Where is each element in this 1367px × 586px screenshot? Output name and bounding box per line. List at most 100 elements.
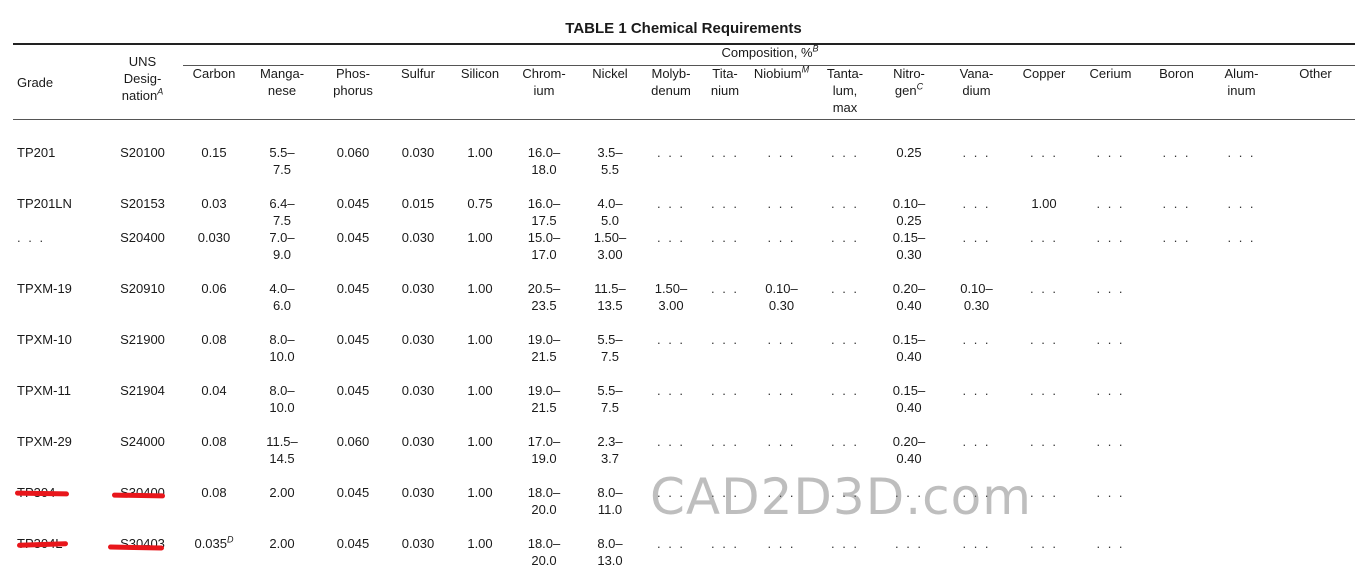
copper-cell: 1.00	[1031, 196, 1057, 211]
aluminum-cell	[1208, 382, 1275, 433]
vanadium-cell: . . .	[962, 383, 991, 398]
watermark-text: CAD2D3D.com	[650, 468, 1032, 526]
manganese-cell: 2.00	[269, 485, 295, 500]
phosphorus-cell: 0.045	[336, 485, 370, 500]
top-rule	[13, 43, 1355, 45]
phosphorus-cell: 0.045	[336, 536, 370, 551]
boron-cell	[1145, 535, 1208, 586]
vanadium-cell: . . .	[962, 434, 991, 449]
silicon-cell: 1.00	[467, 485, 493, 500]
cerium-cell: . . .	[1096, 434, 1125, 449]
tantalum-cell: . . .	[830, 434, 860, 449]
manganese-cell: 8.0– 10.0	[269, 383, 295, 415]
other-cell	[1275, 484, 1356, 535]
other-cell	[1275, 382, 1356, 433]
cerium-cell: . . .	[1096, 196, 1125, 211]
nickel-cell: 1.50– 3.00	[593, 230, 627, 262]
uns-cell: S20910	[120, 281, 165, 296]
sulfur-cell: 0.030	[401, 383, 435, 398]
silicon-cell: 1.00	[467, 281, 493, 296]
chromium-cell: 16.0– 18.0	[527, 145, 561, 177]
boron-cell	[1145, 382, 1208, 433]
grade-cell: TPXM-11	[17, 383, 71, 398]
copper-header: Copper	[1022, 66, 1066, 81]
titanium-cell: . . .	[710, 434, 740, 449]
composition-header: Composition, %B	[721, 43, 819, 60]
cerium-cell: . . .	[1096, 145, 1125, 160]
titanium-cell: . . .	[710, 230, 740, 245]
other-cell	[1275, 331, 1356, 382]
tantalum-cell: . . .	[830, 485, 860, 500]
manganese-cell: 5.5– 7.5	[269, 145, 295, 177]
other-cell	[1275, 535, 1356, 586]
manganese-cell: 6.4– 7.5	[269, 196, 295, 228]
chemical-requirements-table: Composition, %B Grade UNS Desig-nationA C…	[13, 44, 1356, 586]
carbon-cell: 0.06	[201, 281, 227, 296]
sulfur-cell: 0.030	[401, 434, 435, 449]
cerium-cell: . . .	[1096, 536, 1125, 551]
vanadium-cell: 0.10– 0.30	[960, 281, 993, 313]
vanadium-cell: . . .	[962, 485, 991, 500]
silicon-header: Silicon	[460, 66, 500, 81]
nickel-cell: 8.0– 11.0	[597, 485, 623, 517]
uns-cell: S21900	[120, 332, 165, 347]
nickel-cell: 4.0– 5.0	[597, 196, 623, 228]
titanium-cell: . . .	[710, 485, 740, 500]
table-row: TPXM-11 S21904 0.04 8.0– 10.0 0.045 0.030 1.00 1…	[13, 382, 1356, 433]
cerium-cell: . . .	[1096, 485, 1125, 500]
sulfur-cell: 0.030	[401, 536, 435, 551]
other-header: Other	[1299, 66, 1332, 81]
cerium-cell: . . .	[1096, 281, 1125, 296]
uns-cell: S20153	[120, 196, 165, 211]
table-row: TPXM-29 S24000 0.08 11.5– 14.5 0.060 0.030 1.00…	[13, 433, 1356, 484]
table-row: TP201 S20100 0.15 5.5– 7.5 0.060 0.030 1.00 16.0…	[13, 144, 1356, 195]
silicon-cell: 1.00	[467, 145, 493, 160]
aluminum-cell	[1208, 484, 1275, 535]
tantalum-cell: . . .	[830, 196, 860, 211]
vanadium-cell: . . .	[962, 196, 991, 211]
grade-header: Grade	[17, 75, 54, 90]
uns-cell: S21904	[120, 383, 165, 398]
grade-cell: . . .	[17, 230, 46, 245]
phosphorus-cell: 0.045	[336, 230, 370, 245]
manganese-header: Manga-nese	[259, 66, 305, 98]
phosphorus-cell: 0.060	[336, 434, 370, 449]
phosphorus-header: Phos-phorus	[333, 66, 373, 98]
grade-cell: TPXM-29	[17, 434, 72, 449]
niobium-cell: . . .	[767, 145, 796, 160]
vanadium-cell: . . .	[962, 536, 991, 551]
aluminum-cell	[1208, 433, 1275, 484]
nitrogen-header: Nitro-genC	[893, 66, 925, 98]
molybdenum-header: Molyb-denum	[651, 66, 691, 98]
carbon-cell: 0.04	[201, 383, 227, 398]
titanium-header: Tita-nium	[710, 66, 740, 98]
other-cell	[1275, 144, 1356, 195]
boron-cell	[1145, 484, 1208, 535]
titanium-cell: . . .	[710, 536, 740, 551]
copper-cell: . . .	[1029, 145, 1059, 160]
tantalum-cell: . . .	[830, 145, 860, 160]
boron-cell	[1145, 433, 1208, 484]
aluminum-header: Alum-inum	[1224, 66, 1259, 98]
niobium-cell: . . .	[767, 536, 796, 551]
grade-cell: TPXM-19	[17, 281, 72, 296]
copper-cell: . . .	[1029, 434, 1059, 449]
copper-cell: . . .	[1029, 230, 1059, 245]
aluminum-cell	[1208, 535, 1275, 586]
table-row: TPXM-19 S20910 0.06 4.0– 6.0 0.045 0.030 1.00 20…	[13, 280, 1356, 331]
uns-designation-header: UNS Desig-nationA	[121, 54, 164, 103]
titanium-cell: . . .	[710, 332, 740, 347]
chromium-cell: 18.0– 20.0	[527, 536, 561, 568]
molybdenum-cell: 1.50– 3.00	[654, 281, 688, 313]
uns-cell: S20400	[120, 230, 165, 245]
tantalum-cell: . . .	[830, 332, 860, 347]
nitrogen-cell: 0.20– 0.40	[892, 434, 926, 466]
niobium-cell: . . .	[767, 196, 796, 211]
carbon-cell: 0.08	[201, 434, 227, 449]
phosphorus-cell: 0.060	[336, 145, 370, 160]
boron-cell	[1145, 331, 1208, 382]
niobium-cell: . . .	[767, 485, 796, 500]
nitrogen-cell: 0.10– 0.25	[892, 196, 926, 228]
sulfur-cell: 0.030	[401, 485, 435, 500]
nickel-cell: 5.5– 7.5	[597, 383, 623, 415]
